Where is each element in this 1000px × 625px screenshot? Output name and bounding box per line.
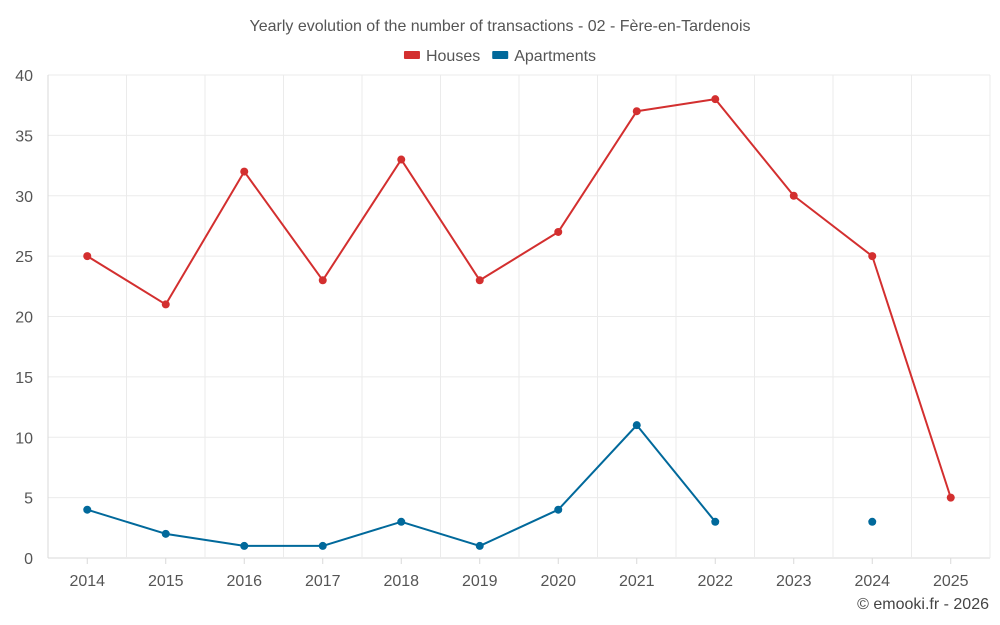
x-tick-label: 2018 bbox=[383, 573, 419, 590]
x-tick-label: 2019 bbox=[462, 573, 498, 590]
data-point[interactable] bbox=[711, 95, 720, 104]
x-tick-label: 2023 bbox=[776, 573, 812, 590]
data-point[interactable] bbox=[632, 421, 641, 430]
x-tick-label: 2020 bbox=[540, 573, 576, 590]
data-point[interactable] bbox=[554, 227, 563, 236]
x-tick-label: 2021 bbox=[619, 573, 655, 590]
y-tick-label: 30 bbox=[15, 189, 33, 206]
data-point[interactable] bbox=[868, 517, 877, 526]
legend-swatch bbox=[403, 51, 420, 59]
legend-label: Houses bbox=[426, 48, 480, 65]
data-point[interactable] bbox=[83, 252, 92, 261]
credit-text: © emooki.fr - 2026 bbox=[857, 596, 989, 613]
data-point[interactable] bbox=[318, 541, 327, 550]
data-point[interactable] bbox=[318, 276, 327, 285]
data-point[interactable] bbox=[397, 517, 406, 526]
x-tick-label: 2017 bbox=[305, 573, 341, 590]
x-tick-label: 2014 bbox=[69, 573, 105, 590]
grid bbox=[47, 74, 991, 559]
data-point[interactable] bbox=[868, 252, 877, 261]
series-line bbox=[86, 98, 952, 498]
series-line bbox=[86, 424, 717, 547]
y-tick-label: 10 bbox=[15, 430, 33, 447]
series-group bbox=[83, 95, 955, 550]
data-point[interactable] bbox=[161, 300, 170, 309]
data-point[interactable] bbox=[554, 505, 563, 514]
legend: Houses Apartments bbox=[403, 48, 596, 65]
x-tick-label: 2016 bbox=[226, 573, 262, 590]
y-tick-label: 15 bbox=[15, 370, 33, 387]
data-point[interactable] bbox=[475, 541, 484, 550]
y-axis: 0 5 10 15 20 25 30 35 40 bbox=[15, 68, 33, 568]
y-tick-label: 20 bbox=[15, 310, 33, 327]
data-point[interactable] bbox=[397, 155, 406, 164]
data-point[interactable] bbox=[161, 529, 170, 538]
legend-label: Apartments bbox=[514, 48, 596, 65]
data-point[interactable] bbox=[83, 505, 92, 514]
y-tick-label: 0 bbox=[24, 551, 33, 568]
y-tick-label: 40 bbox=[15, 68, 33, 85]
x-tick-label: 2025 bbox=[933, 573, 969, 590]
data-point[interactable] bbox=[789, 191, 798, 200]
data-point[interactable] bbox=[475, 276, 484, 285]
legend-swatch bbox=[492, 51, 509, 59]
data-point[interactable] bbox=[240, 541, 249, 550]
chart-title: Yearly evolution of the number of transa… bbox=[249, 18, 750, 35]
data-point[interactable] bbox=[632, 107, 641, 116]
x-tick-label: 2024 bbox=[854, 573, 890, 590]
data-point[interactable] bbox=[240, 167, 249, 176]
series-houses bbox=[83, 95, 955, 502]
data-point[interactable] bbox=[946, 493, 955, 502]
y-tick-label: 35 bbox=[15, 128, 33, 145]
y-tick-label: 5 bbox=[24, 491, 33, 508]
x-tick-label: 2015 bbox=[148, 573, 184, 590]
data-point[interactable] bbox=[711, 517, 720, 526]
x-axis: 2014 2015 2016 2017 2018 2019 2020 2021 2022 2023… bbox=[69, 558, 969, 590]
series-apartments bbox=[83, 421, 877, 550]
y-tick-label: 25 bbox=[15, 249, 33, 266]
x-tick-label: 2022 bbox=[697, 573, 733, 590]
